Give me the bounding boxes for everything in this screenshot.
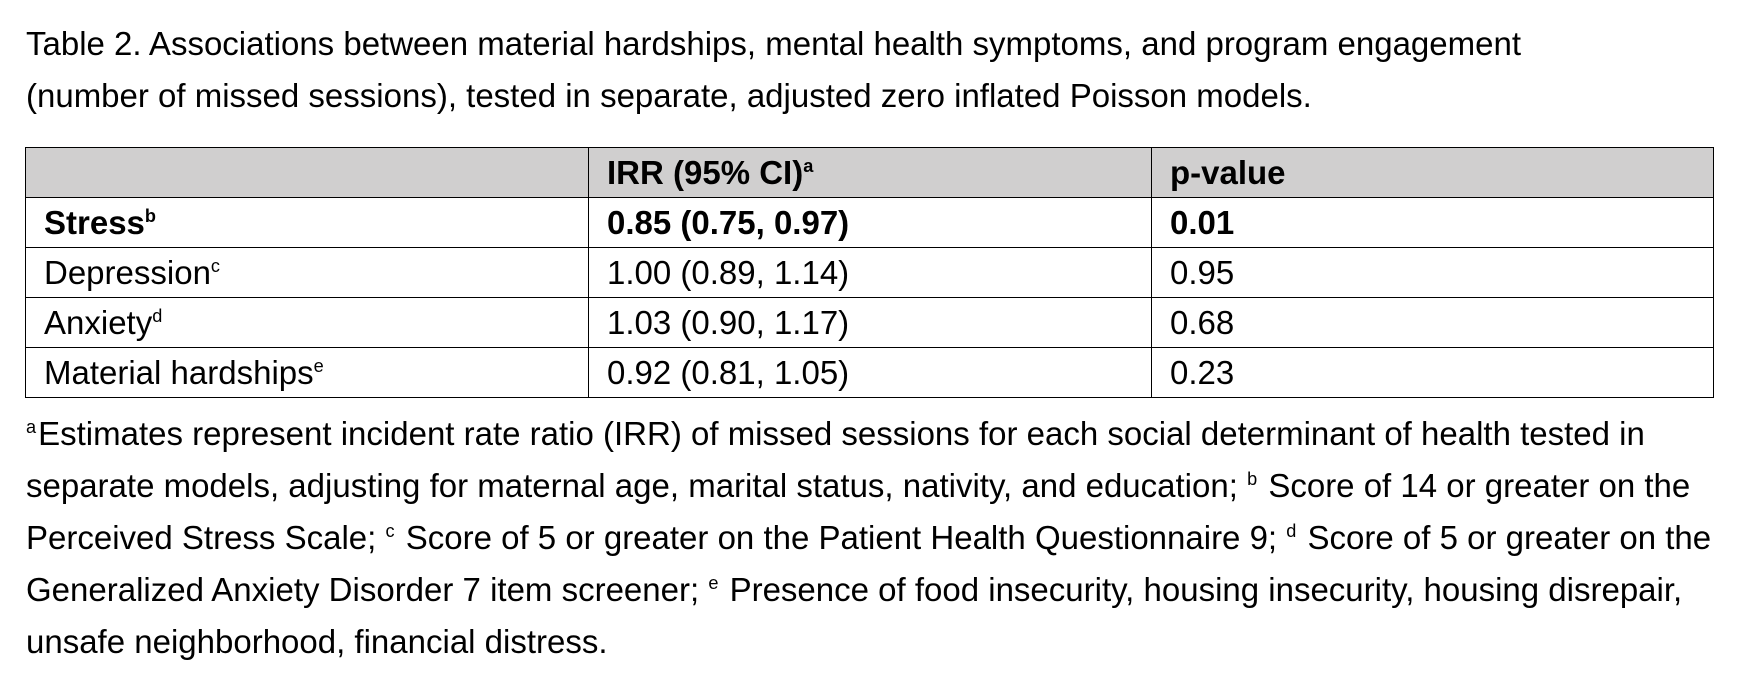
table-row: Depressionc 1.00 (0.89, 1.14) 0.95: [25, 247, 1714, 298]
row-label-text: Stress: [44, 204, 145, 241]
footnote-a-text: Estimates represent incident rate ratio …: [26, 415, 1645, 504]
row-label-text: Anxiety: [44, 304, 153, 341]
row-footnote-mark: d: [152, 306, 163, 326]
header-irr: IRR (95% CI)a: [588, 147, 1152, 198]
row-irr: 0.92 (0.81, 1.05): [588, 347, 1152, 398]
row-label: Anxietyd: [25, 297, 589, 348]
footnote-e-text: Presence of food insecurity, housing ins…: [26, 571, 1683, 660]
footnote-b-text: Score of 14 or greater on the Perceived …: [26, 467, 1691, 556]
row-label: Depressionc: [25, 247, 589, 298]
footnote-mark-a: a: [26, 417, 37, 437]
row-footnote-mark: c: [210, 256, 220, 276]
row-p-value: 0.95: [1151, 247, 1714, 298]
header-p-value: p-value: [1151, 147, 1714, 198]
table-header-row: IRR (95% CI)a p-value: [25, 147, 1714, 198]
row-footnote-mark: e: [313, 356, 324, 376]
row-p-value: 0.01: [1151, 197, 1714, 248]
footnote-c-text: Score of 5 or greater on the Patient Hea…: [396, 519, 1287, 556]
header-irr-label: IRR (95% CI): [607, 154, 804, 191]
row-footnote-mark: b: [144, 206, 156, 226]
table-caption: Table 2. Associations between material h…: [26, 18, 1726, 122]
row-label-text: Material hardships: [44, 354, 314, 391]
results-table: IRR (95% CI)a p-value Stressb 0.85 (0.75…: [25, 147, 1714, 398]
footnote-mark-c: c: [385, 521, 395, 541]
row-irr: 1.03 (0.90, 1.17): [588, 297, 1152, 348]
caption-line-1: Table 2. Associations between material h…: [26, 25, 1521, 62]
header-irr-footnote-mark: a: [803, 156, 814, 176]
row-label-text: Depression: [44, 254, 211, 291]
row-irr: 0.85 (0.75, 0.97): [588, 197, 1152, 248]
caption-line-2: (number of missed sessions), tested in s…: [26, 77, 1312, 114]
row-p-value: 0.23: [1151, 347, 1714, 398]
table-footnotes: aEstimates represent incident rate ratio…: [26, 408, 1726, 668]
table-row: Anxietyd 1.03 (0.90, 1.17) 0.68: [25, 297, 1714, 348]
table-row: Material hardshipse 0.92 (0.81, 1.05) 0.…: [25, 347, 1714, 398]
row-irr: 1.00 (0.89, 1.14): [588, 247, 1152, 298]
footnote-mark-d: d: [1286, 521, 1297, 541]
row-label: Material hardshipse: [25, 347, 589, 398]
table-row: Stressb 0.85 (0.75, 0.97) 0.01: [25, 197, 1714, 248]
footnote-d-text: Score of 5 or greater on the Generalized…: [26, 519, 1712, 608]
row-p-value: 0.68: [1151, 297, 1714, 348]
footnote-mark-b: b: [1247, 469, 1258, 489]
row-label: Stressb: [25, 197, 589, 248]
footnote-mark-e: e: [708, 573, 719, 593]
header-variable: [25, 147, 589, 198]
